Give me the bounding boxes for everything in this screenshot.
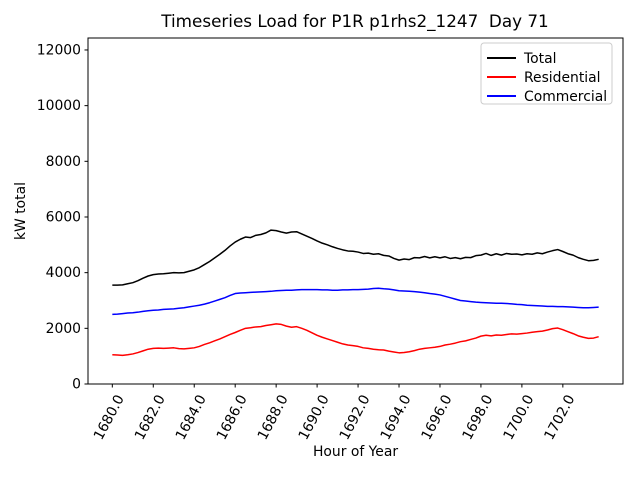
series-line-total: [112, 229, 599, 286]
legend-label-residential: Residential: [524, 70, 601, 86]
axes-frame: [87, 37, 624, 385]
y-tick-label: 0: [72, 377, 81, 393]
y-tick-label: 10000: [37, 98, 81, 114]
series-line-residential: [112, 323, 599, 357]
series-line-commercial: [112, 287, 599, 316]
y-tick-label: 2000: [46, 321, 81, 337]
y-tick-label: 6000: [46, 209, 81, 225]
x-axis-label: Hour of Year: [313, 444, 398, 460]
legend-label-total: Total: [523, 51, 556, 67]
chart-title: Timeseries Load for P1R p1rhs2_1247 Day …: [160, 11, 548, 32]
y-tick-label: 4000: [46, 265, 81, 281]
legend-label-commercial: Commercial: [524, 89, 607, 105]
y-axis-label: kW total: [13, 182, 29, 240]
y-tick-label: 8000: [46, 154, 81, 170]
y-tick-label: 12000: [37, 42, 81, 58]
